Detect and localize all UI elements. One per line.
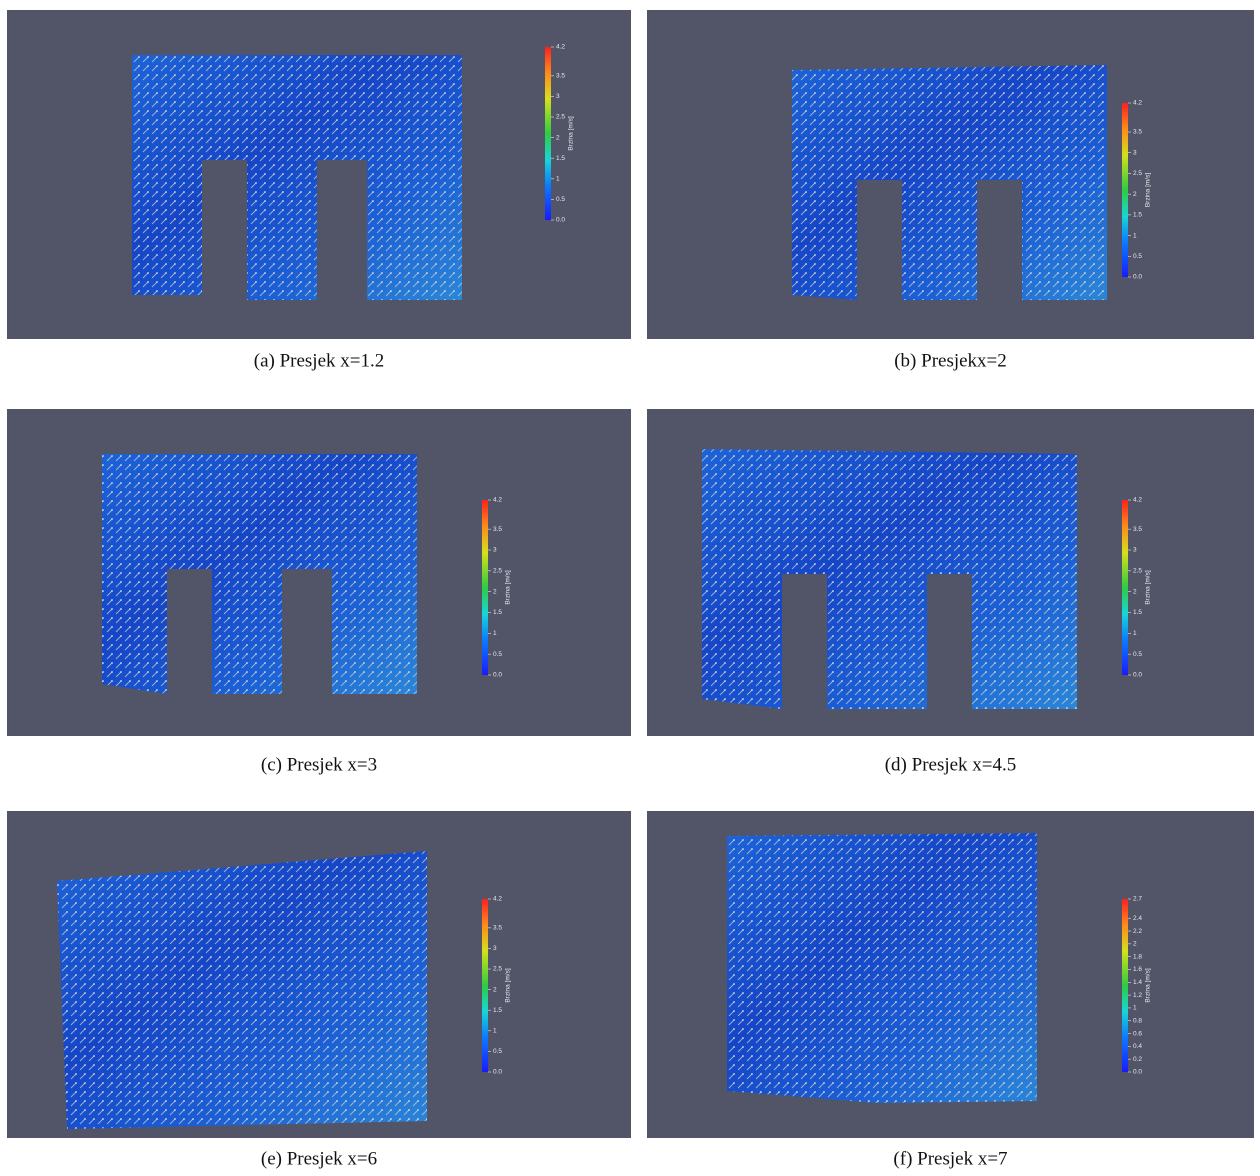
colorbar bbox=[1122, 500, 1128, 675]
caption: (e) Presjek x=6 bbox=[261, 1148, 377, 1169]
colorbar-tick-label: 1.2 bbox=[1133, 992, 1142, 999]
colorbar-tick-label: 4.2 bbox=[1133, 497, 1142, 504]
velocity-vectors bbox=[102, 454, 417, 694]
velocity-vectors bbox=[792, 65, 1107, 300]
colorbar-tick-label: 0.0 bbox=[1133, 274, 1142, 281]
colorbar-tick-label: 1 bbox=[493, 630, 497, 637]
colorbar-tick-label: 0.0 bbox=[556, 217, 565, 224]
colorbar-tick-label: 0.0 bbox=[493, 672, 502, 679]
colorbar-tick-label: 0.4 bbox=[1133, 1043, 1142, 1050]
colorbar-tick-label: 3.5 bbox=[1133, 526, 1142, 533]
colorbar-title: Brzina [m/s] bbox=[1145, 570, 1152, 605]
colorbar-tick-label: 2.5 bbox=[1133, 568, 1142, 575]
colorbar-tick-label: 3 bbox=[493, 945, 497, 952]
colorbar-tick-label: 0.5 bbox=[1133, 253, 1142, 260]
colorbar-tick-label: 1 bbox=[556, 176, 560, 183]
colorbar-tick-label: 2.2 bbox=[1133, 928, 1142, 935]
colorbar-tick-label: 1 bbox=[1133, 232, 1137, 239]
colorbar-tick-label: 0.5 bbox=[493, 651, 502, 658]
colorbar bbox=[482, 500, 488, 675]
colorbar-title: Brzina [m/s] bbox=[568, 116, 575, 151]
colorbar-tick-label: 3.5 bbox=[1133, 129, 1142, 136]
colorbar-tick-label: 2 bbox=[1133, 191, 1137, 198]
caption: (a) Presjek x=1.2 bbox=[254, 350, 385, 371]
colorbar-tick-label: 3.5 bbox=[493, 925, 502, 932]
colorbar-tick-label: 0.2 bbox=[1133, 1056, 1142, 1063]
colorbar-title: Brzina [m/s] bbox=[1145, 968, 1152, 1003]
colorbar-title: Brzina [m/s] bbox=[505, 968, 512, 1003]
colorbar-tick-label: 1.8 bbox=[1133, 953, 1142, 960]
panel: 2.7 2.4 2.2 2 1.8 1.6 1.4 1.2 1 0.8 0.6 0.4 0.2 0.0 Br… bbox=[647, 811, 1254, 1138]
colorbar-tick-label: 3.5 bbox=[493, 526, 502, 533]
colorbar bbox=[482, 899, 488, 1072]
colorbar-tick-label: 2.5 bbox=[493, 966, 502, 973]
colorbar-tick-label: 1 bbox=[1133, 630, 1137, 637]
colorbar bbox=[545, 47, 551, 220]
colorbar-tick-label: 2 bbox=[1133, 941, 1137, 948]
colorbar-tick-label: 1.6 bbox=[1133, 966, 1142, 973]
colorbar-tick-label: 3.5 bbox=[556, 73, 565, 80]
caption: (d) Presjek x=4.5 bbox=[885, 754, 1017, 775]
colorbar-tick-label: 0.5 bbox=[1133, 651, 1142, 658]
velocity-vectors bbox=[57, 851, 427, 1129]
colorbar bbox=[1122, 103, 1128, 277]
velocity-vectors bbox=[727, 833, 1037, 1103]
colorbar-tick-label: 2.5 bbox=[556, 114, 565, 121]
colorbar-tick-label: 2.5 bbox=[493, 568, 502, 575]
colorbar-tick-label: 4.2 bbox=[493, 497, 502, 504]
panel: 4.2 3.5 3 2.5 2 1.5 1 0.5 0.0 Brzina [m/s] bbox=[647, 10, 1254, 339]
colorbar-tick-label: 2 bbox=[1133, 588, 1137, 595]
colorbar-title: Brzina [m/s] bbox=[505, 570, 512, 605]
colorbar-tick-label: 1.5 bbox=[1133, 609, 1142, 616]
colorbar-tick-label: 0.8 bbox=[1133, 1017, 1142, 1024]
velocity-vectors bbox=[702, 449, 1077, 709]
colorbar-tick-label: 3 bbox=[1133, 149, 1137, 156]
colorbar-tick-label: 3 bbox=[493, 547, 497, 554]
colorbar-tick-label: 2 bbox=[493, 986, 497, 993]
colorbar-tick-label: 1 bbox=[1133, 1005, 1137, 1012]
colorbar-tick-label: 1 bbox=[493, 1028, 497, 1035]
colorbar bbox=[1122, 899, 1128, 1072]
colorbar-tick-label: 0.0 bbox=[493, 1069, 502, 1076]
colorbar-tick-label: 4.2 bbox=[1133, 100, 1142, 107]
caption: (b) Presjekx=2 bbox=[894, 350, 1007, 371]
colorbar-tick-label: 0.5 bbox=[493, 1048, 502, 1055]
colorbar-tick-label: 1.5 bbox=[493, 1007, 502, 1014]
colorbar-tick-label: 2.4 bbox=[1133, 915, 1142, 922]
colorbar-tick-label: 1.4 bbox=[1133, 979, 1142, 986]
colorbar-tick-label: 1.5 bbox=[1133, 212, 1142, 219]
caption: (c) Presjek x=3 bbox=[261, 754, 377, 775]
colorbar-tick-label: 2.5 bbox=[1133, 170, 1142, 177]
panel: 4.2 3.5 3 2.5 2 1.5 1 0.5 0.0 Brzina [m/s] bbox=[7, 409, 631, 736]
colorbar-tick-label: 1.5 bbox=[556, 155, 565, 162]
colorbar-tick-label: 1.5 bbox=[493, 609, 502, 616]
colorbar-title: Brzina [m/s] bbox=[1145, 173, 1152, 208]
velocity-vectors bbox=[132, 55, 462, 300]
panel: 4.2 3.5 3 2.5 2 1.5 1 0.5 0.0 Brzina [m/s] bbox=[7, 10, 631, 339]
colorbar-tick-label: 0.6 bbox=[1133, 1030, 1142, 1037]
colorbar-tick-label: 3 bbox=[1133, 547, 1137, 554]
colorbar-tick-label: 3 bbox=[556, 93, 560, 100]
colorbar-tick-label: 4.2 bbox=[493, 896, 502, 903]
colorbar-tick-label: 2.7 bbox=[1133, 896, 1142, 903]
colorbar-tick-label: 4.2 bbox=[556, 44, 565, 51]
colorbar-tick-label: 2 bbox=[556, 134, 560, 141]
colorbar-tick-label: 0.5 bbox=[556, 196, 565, 203]
panel: 4.2 3.5 3 2.5 2 1.5 1 0.5 0.0 Brzina [m/s] bbox=[647, 409, 1254, 736]
colorbar-tick-label: 0.0 bbox=[1133, 672, 1142, 679]
caption: (f) Presjek x=7 bbox=[893, 1148, 1007, 1169]
colorbar-tick-label: 2 bbox=[493, 588, 497, 595]
colorbar-tick-label: 0.0 bbox=[1133, 1069, 1142, 1076]
panel: 4.2 3.5 3 2.5 2 1.5 1 0.5 0.0 Brzina [m/s] bbox=[7, 811, 631, 1138]
